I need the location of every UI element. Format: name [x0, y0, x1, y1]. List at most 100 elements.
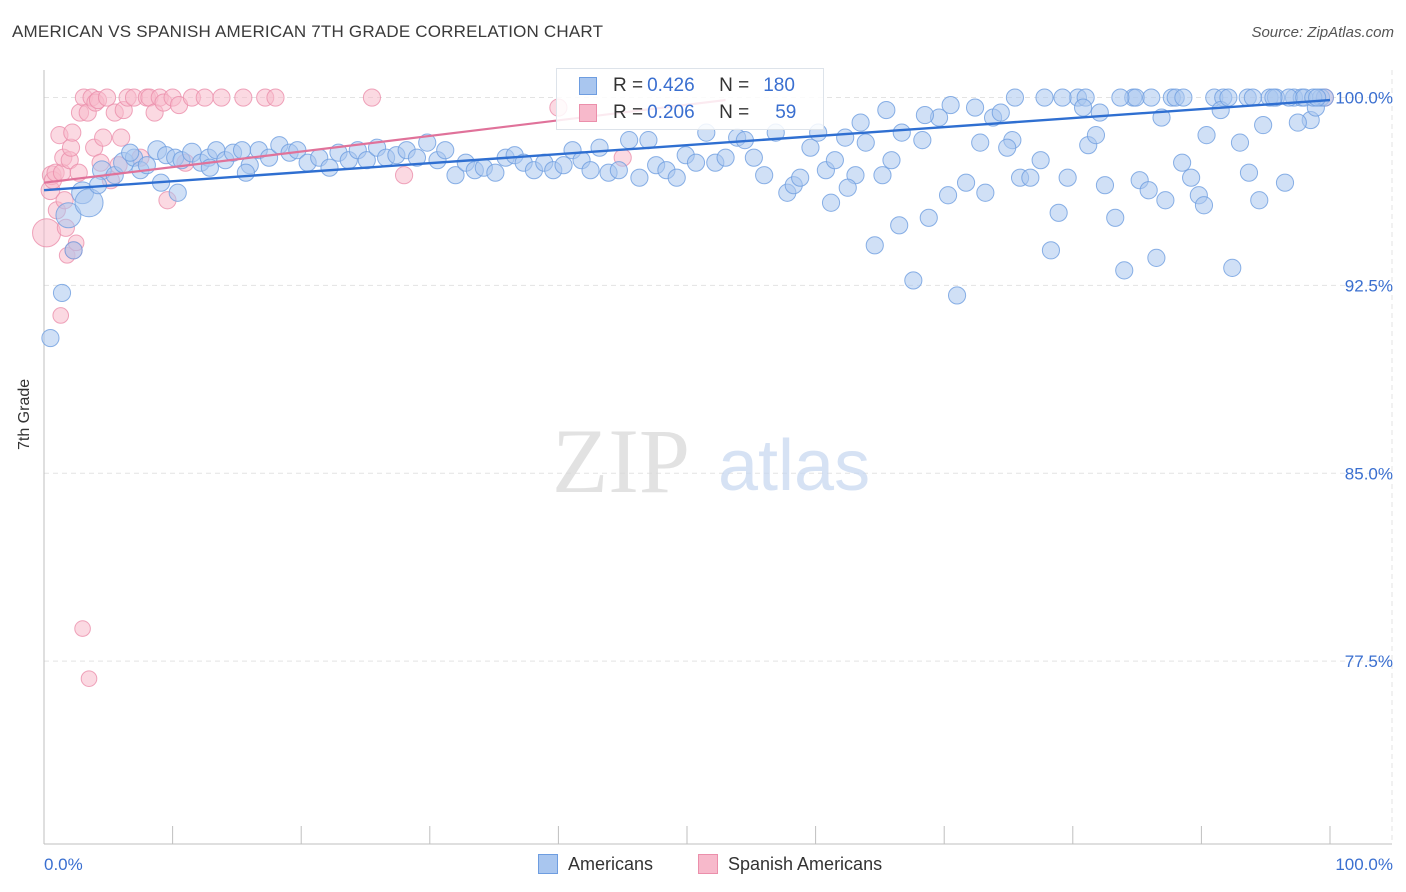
- americans-point: [1095, 176, 1115, 195]
- stats-row-americans: R = 0.426 N = 180: [579, 74, 795, 98]
- americans-point: [639, 131, 658, 150]
- americans-point: [904, 271, 923, 290]
- stats-legend: R = 0.426 N = 180 R = 0.206 N = 59: [556, 68, 824, 130]
- americans-point: [801, 138, 820, 157]
- americans-point: [1005, 88, 1025, 107]
- americans-point: [1288, 113, 1307, 132]
- americans-point: [64, 241, 83, 260]
- spanish-americans-point: [61, 138, 81, 157]
- americans-point: [1243, 88, 1262, 107]
- americans-point: [1111, 88, 1130, 107]
- americans-point: [965, 98, 985, 117]
- y-tick-labels: 100.0% 92.5% 85.0% 77.5%: [1335, 89, 1393, 672]
- americans-swatch: [579, 77, 597, 95]
- americans-point: [232, 141, 252, 160]
- americans-point: [890, 216, 909, 235]
- legend-label-americans: Americans: [568, 853, 654, 874]
- americans-point: [52, 283, 72, 303]
- americans-point: [486, 163, 505, 182]
- n-value: 59: [775, 102, 797, 123]
- americans-point: [1250, 191, 1269, 210]
- americans-point: [620, 131, 639, 150]
- americans-point: [821, 193, 841, 212]
- americans-point: [836, 128, 855, 147]
- americans-point: [865, 236, 884, 255]
- legend-item-americans[interactable]: Americans: [538, 852, 653, 876]
- americans-point: [956, 173, 976, 192]
- americans-point: [630, 168, 649, 187]
- r-value: 0.426: [647, 75, 695, 96]
- americans-point: [236, 163, 255, 182]
- americans-point: [838, 178, 857, 197]
- americans-point: [74, 188, 104, 218]
- americans-point: [667, 168, 686, 187]
- americans-point: [1126, 88, 1145, 107]
- r-label: R =: [613, 75, 644, 96]
- spanish-americans-point: [32, 218, 62, 248]
- americans-point: [873, 166, 892, 185]
- americans-point: [1239, 163, 1259, 182]
- americans-point: [1230, 133, 1250, 152]
- americans-point: [418, 133, 437, 152]
- americans-point: [41, 328, 60, 348]
- americans-point: [1086, 126, 1106, 145]
- americans-point: [1308, 88, 1327, 107]
- watermark: ZIP atlas: [552, 410, 870, 512]
- spanish-americans-point: [97, 88, 117, 107]
- y-tick-label: 92.5%: [1345, 276, 1393, 295]
- n-value: 180: [763, 75, 795, 96]
- americans-point: [998, 138, 1017, 157]
- spanish-americans-point: [52, 307, 70, 324]
- americans-point: [1219, 88, 1238, 107]
- americans-point: [938, 186, 958, 205]
- americans-point: [1173, 153, 1192, 172]
- stats-row-spanish-americans: R = 0.206 N = 59: [579, 101, 796, 125]
- series-spanish-americans: [32, 88, 1334, 687]
- americans-point: [121, 143, 140, 162]
- americans-trend-line: [43, 98, 1331, 192]
- y-tick-label: 85.0%: [1345, 464, 1393, 483]
- americans-point: [1106, 208, 1125, 227]
- x-tick-labels: 0.0% 100.0%: [44, 855, 1393, 874]
- americans-point: [919, 208, 938, 227]
- americans-point: [581, 161, 600, 180]
- americans-point: [882, 151, 901, 170]
- americans-point: [436, 141, 455, 160]
- spanish-americans-point: [395, 166, 414, 185]
- americans-point: [1058, 168, 1077, 187]
- source-label: Source: ZipAtlas.com: [1251, 24, 1394, 41]
- x-tick-label: 0.0%: [44, 855, 83, 874]
- watermark-atlas: atlas: [718, 426, 870, 506]
- spanish-americans-swatch: [579, 104, 597, 122]
- americans-point: [686, 153, 706, 172]
- americans-point: [913, 131, 932, 150]
- americans-point: [259, 148, 279, 167]
- americans-point: [1115, 261, 1134, 280]
- y-axis-label: 7th Grade: [16, 378, 33, 450]
- y-tick-label: 100.0%: [1335, 89, 1393, 108]
- americans-point: [1031, 151, 1050, 170]
- americans-point: [1139, 181, 1158, 200]
- americans-point: [55, 202, 82, 229]
- americans-point: [991, 103, 1010, 122]
- spanish-americans-point: [195, 88, 214, 107]
- americans-point: [1147, 248, 1166, 267]
- americans-point: [1090, 103, 1109, 122]
- americans-point: [1254, 116, 1273, 135]
- americans-point: [1021, 168, 1040, 187]
- americans-point: [1035, 88, 1054, 107]
- spanish-americans-point: [266, 88, 285, 107]
- americans-point: [976, 183, 995, 202]
- axes: [43, 70, 1392, 845]
- x-tick-label: 100.0%: [1335, 855, 1393, 874]
- legend-item-spanish-americans[interactable]: Spanish Americans: [698, 852, 882, 876]
- americans-point: [856, 133, 875, 152]
- spanish-americans-point: [80, 670, 98, 687]
- americans-point: [1264, 88, 1283, 107]
- americans-point: [320, 158, 339, 177]
- spanish-americans-point: [212, 88, 231, 107]
- americans-point: [791, 168, 810, 187]
- americans-point: [407, 148, 427, 167]
- americans-point: [915, 106, 934, 125]
